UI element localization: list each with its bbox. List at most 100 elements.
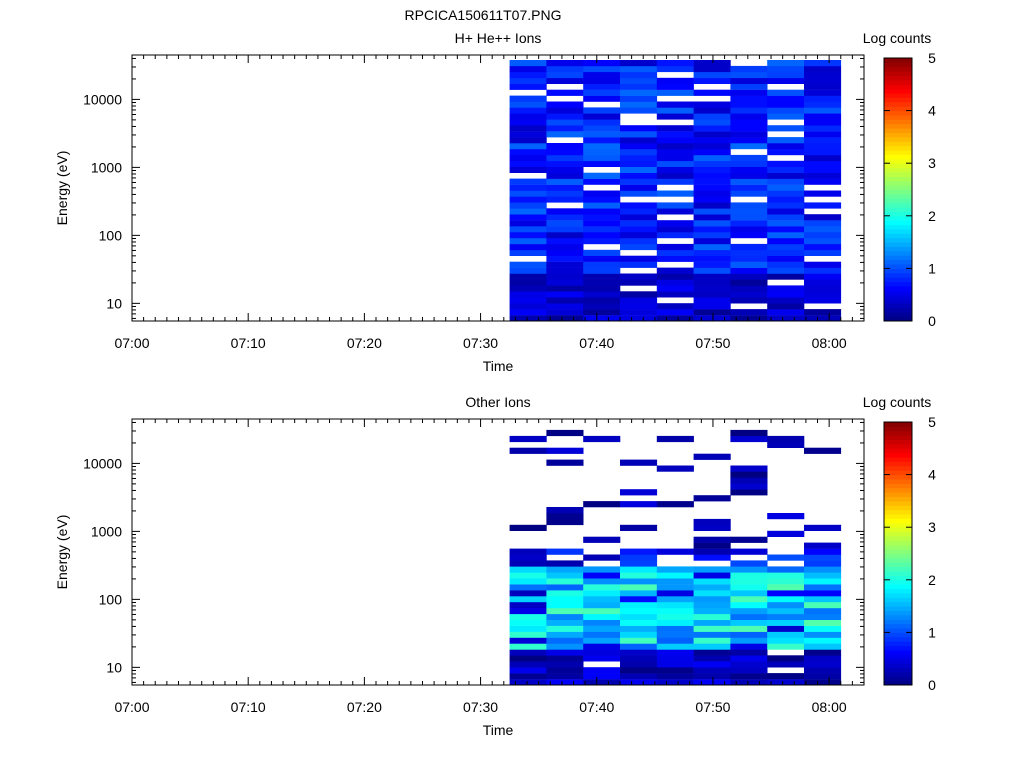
heatmap-cell bbox=[546, 279, 584, 286]
colorbar-segment bbox=[884, 285, 912, 291]
heatmap-cell bbox=[509, 631, 547, 638]
heatmap-cell bbox=[656, 667, 694, 674]
heatmap-cell bbox=[546, 507, 584, 514]
colorbar-segment bbox=[884, 566, 912, 572]
heatmap-cell bbox=[546, 196, 584, 203]
heatmap-cell bbox=[546, 172, 584, 179]
heatmap-cell bbox=[804, 232, 842, 239]
heatmap-cell bbox=[804, 679, 842, 686]
heatmap-cell bbox=[804, 297, 842, 304]
colorbar-segment bbox=[884, 632, 912, 638]
heatmap-cell bbox=[804, 226, 842, 233]
heatmap-cell bbox=[693, 315, 731, 322]
heatmap-cell bbox=[767, 178, 805, 185]
heatmap-cell bbox=[656, 315, 694, 322]
colorbar-tick-label: 0 bbox=[928, 313, 936, 329]
colorbar-segment bbox=[884, 465, 912, 471]
heatmap-cell bbox=[620, 679, 658, 686]
heatmap-cell bbox=[767, 607, 805, 615]
heatmap-cell bbox=[583, 435, 621, 443]
heatmap-cell bbox=[546, 214, 584, 221]
heatmap-cell bbox=[546, 513, 584, 520]
colorbar-segment bbox=[884, 610, 912, 616]
heatmap-cell bbox=[656, 226, 694, 233]
heatmap-cell bbox=[693, 267, 731, 274]
x-tick-label: 07:00 bbox=[114, 335, 149, 351]
heatmap-cell bbox=[767, 613, 805, 620]
heatmap-cell bbox=[656, 501, 694, 508]
heatmap-cell bbox=[583, 584, 621, 591]
heatmap-cell bbox=[620, 95, 658, 102]
heatmap-cell bbox=[656, 613, 694, 620]
heatmap-cell bbox=[656, 309, 694, 316]
heatmap-cell bbox=[509, 60, 547, 67]
heatmap-cell bbox=[767, 661, 805, 668]
heatmap-cell bbox=[730, 631, 768, 638]
colorbar-segment bbox=[884, 505, 912, 511]
heatmap-cell bbox=[656, 578, 694, 585]
heatmap-cell bbox=[509, 208, 547, 215]
heatmap-cell bbox=[730, 572, 768, 579]
heatmap-cell bbox=[546, 107, 584, 114]
colorbar-segment bbox=[884, 202, 912, 208]
heatmap-cell bbox=[546, 178, 584, 185]
heatmap-cell bbox=[583, 625, 621, 632]
heatmap-cell bbox=[693, 154, 731, 162]
heatmap-cell bbox=[693, 226, 731, 233]
heatmap-cell bbox=[767, 637, 805, 644]
colorbar-segment bbox=[884, 299, 912, 304]
colorbar-segment bbox=[884, 439, 912, 445]
heatmap-cell bbox=[804, 524, 842, 531]
colorbar-segment bbox=[884, 66, 912, 72]
heatmap-cell bbox=[767, 232, 805, 239]
heatmap-cell bbox=[620, 143, 658, 150]
colorbar-tick-label: 5 bbox=[928, 50, 936, 66]
panel-h-he-ions: 07:00 07:10 07:20 07:30 07:40 07:50 08:00 Time 1… bbox=[54, 30, 936, 374]
colorbar-segment bbox=[884, 123, 912, 129]
heatmap-cell bbox=[656, 143, 694, 150]
heatmap-cell bbox=[804, 60, 842, 67]
colorbar-segment bbox=[884, 422, 912, 427]
heatmap-cell bbox=[509, 220, 547, 227]
heatmap-cell bbox=[804, 131, 842, 138]
heatmap-cell bbox=[509, 202, 547, 209]
colorbar-tick-label: 3 bbox=[928, 155, 936, 171]
heatmap-cell bbox=[509, 95, 547, 102]
heatmap-cell bbox=[509, 667, 547, 674]
colorbar-segment bbox=[884, 527, 912, 533]
heatmap-cell bbox=[583, 149, 621, 156]
heatmap-cell bbox=[583, 291, 621, 298]
heatmap-cell bbox=[804, 578, 842, 585]
colorbar-segment bbox=[884, 62, 912, 68]
heatmap-cell bbox=[730, 566, 768, 573]
heatmap-cell bbox=[583, 655, 621, 662]
colorbar-segment bbox=[884, 171, 912, 177]
heatmap-cell bbox=[656, 125, 694, 132]
heatmap-cell bbox=[620, 60, 658, 67]
heatmap-cell bbox=[656, 291, 694, 298]
x-axis-label: Time bbox=[483, 358, 514, 374]
colorbar-segment bbox=[884, 597, 912, 603]
colorbar-segment bbox=[884, 259, 912, 265]
heatmap-cell bbox=[767, 172, 805, 179]
colorbar-segment bbox=[884, 457, 912, 462]
heatmap-cell bbox=[509, 77, 547, 84]
colorbar-segment bbox=[884, 448, 912, 454]
colorbar-segment bbox=[884, 215, 912, 221]
heatmap-cell bbox=[656, 154, 694, 162]
colorbar-segment bbox=[884, 540, 912, 546]
heatmap-cell bbox=[509, 578, 547, 585]
heatmap-cell bbox=[583, 220, 621, 227]
colorbar-segment bbox=[884, 671, 912, 677]
heatmap-cell bbox=[620, 631, 658, 638]
heatmap-cell bbox=[546, 315, 584, 322]
heatmap-cell bbox=[730, 89, 768, 96]
heatmap-cell bbox=[546, 131, 584, 138]
heatmap-cell bbox=[656, 255, 694, 262]
y-tick-label: 100 bbox=[99, 591, 123, 607]
colorbar-segment bbox=[884, 264, 912, 269]
heatmap-cell bbox=[767, 255, 805, 262]
x-tick-label: 07:10 bbox=[231, 335, 266, 351]
colorbar-segment bbox=[884, 303, 912, 309]
x-tick-label: 08:00 bbox=[812, 335, 847, 351]
